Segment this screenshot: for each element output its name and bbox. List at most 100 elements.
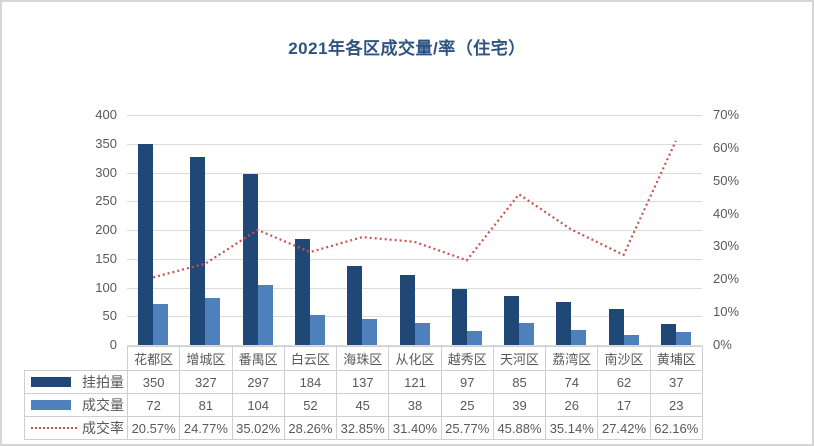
value-cell: 38 bbox=[388, 393, 442, 417]
right-axis-tick-label: 0% bbox=[713, 337, 732, 352]
legend-label: 成交率 bbox=[82, 420, 124, 436]
value-cell: 25 bbox=[440, 393, 494, 417]
plot-area bbox=[127, 115, 702, 346]
gridline bbox=[127, 287, 702, 289]
left-axis-tick-label: 100 bbox=[95, 279, 117, 295]
value-cell: 121 bbox=[388, 370, 442, 394]
listing-volume-bar bbox=[556, 302, 572, 345]
value-cell: 52 bbox=[283, 393, 338, 417]
category-header-cell: 越秀区 bbox=[440, 346, 494, 371]
right-axis-tick-label: 40% bbox=[713, 205, 740, 221]
value-cell: 17 bbox=[597, 393, 651, 417]
value-cell: 32.85% bbox=[336, 416, 390, 440]
listing-volume-bar bbox=[451, 289, 467, 345]
sold-volume-bar bbox=[623, 335, 639, 345]
listing-volume-bar bbox=[190, 156, 206, 345]
value-cell: 23 bbox=[649, 393, 703, 417]
left-axis-tick-label: 0 bbox=[109, 337, 117, 352]
legend-cell: 成交率 bbox=[24, 416, 128, 440]
gridline bbox=[127, 230, 702, 231]
sold-volume-bar bbox=[466, 330, 482, 345]
sold-volume-bar bbox=[362, 319, 378, 345]
listing-volume-bar bbox=[242, 174, 258, 345]
left-axis-tick-label: 300 bbox=[95, 164, 117, 180]
gridline bbox=[127, 115, 702, 116]
value-cell: 104 bbox=[231, 393, 285, 417]
category-header-cell: 从化区 bbox=[388, 346, 442, 371]
data-table: 花都区 增城区 番禺区 白云区 海珠区 从化区 越秀区 天河区 荔湾区 南沙区 黄埔区 挂拍量 350 3… bbox=[24, 346, 703, 440]
right-axis-tick-label: 20% bbox=[713, 271, 740, 287]
left-axis-tick-label: 200 bbox=[95, 222, 117, 237]
right-axis: 70% 60% 50% 40% 30% 20% 10% 0% bbox=[713, 107, 773, 353]
legend-inner: 成交率 bbox=[31, 418, 124, 438]
value-cell: 184 bbox=[283, 370, 338, 394]
value-cell: 24.77% bbox=[179, 416, 233, 440]
legend-cell: 挂拍量 bbox=[24, 370, 128, 394]
listing-volume-bar bbox=[660, 323, 676, 345]
legend-inner: 成交量 bbox=[31, 395, 124, 415]
table-row: 成交率 20.57% 24.77% 35.02% 28.26% 32.85% 31.40% 2… bbox=[24, 416, 703, 440]
chart-title: 2021年各区成交量/率（住宅） bbox=[288, 39, 526, 58]
right-axis-tick-label: 30% bbox=[713, 238, 740, 254]
value-cell: 37 bbox=[649, 370, 703, 394]
listing-volume-bar bbox=[294, 239, 310, 345]
listing-volume-bar bbox=[504, 296, 520, 345]
value-cell: 26 bbox=[545, 393, 599, 417]
value-cell: 62 bbox=[597, 370, 651, 394]
sold-volume-bar bbox=[309, 315, 325, 345]
left-axis-tick-label: 350 bbox=[95, 135, 117, 151]
category-header-row: 花都区 增城区 番禺区 白云区 海珠区 从化区 越秀区 天河区 荔湾区 南沙区 黄埔区 bbox=[25, 346, 703, 371]
left-axis: 400 350 300 250 200 150 100 50 0 bbox=[62, 107, 117, 353]
sold-volume-bar bbox=[571, 330, 587, 345]
listing-volume-bar bbox=[138, 143, 154, 345]
category-header-cell: 增城区 bbox=[179, 346, 233, 371]
right-axis-tick-label: 50% bbox=[713, 172, 740, 188]
value-cell: 297 bbox=[231, 370, 285, 394]
legend-label: 挂拍量 bbox=[82, 374, 124, 390]
table-row: 挂拍量 350 327 297 184 137 121 97 85 74 62 37 bbox=[24, 370, 703, 394]
left-axis-tick-label: 400 bbox=[95, 107, 117, 122]
category-header-cell: 海珠区 bbox=[336, 346, 390, 371]
gridline bbox=[127, 143, 702, 145]
category-header-cell: 南沙区 bbox=[597, 346, 651, 371]
rate-line-svg bbox=[152, 140, 677, 279]
gridline bbox=[127, 201, 702, 203]
value-cell: 45 bbox=[336, 393, 390, 417]
listing-volume-bar bbox=[608, 309, 624, 345]
value-cell: 25.77% bbox=[440, 416, 494, 440]
value-cell: 20.57% bbox=[126, 416, 181, 440]
sold-volume-swatch bbox=[31, 400, 71, 410]
value-cell: 45.88% bbox=[492, 416, 547, 440]
value-cell: 62.16% bbox=[649, 416, 703, 440]
left-axis-tick-label: 150 bbox=[95, 250, 117, 266]
sold-volume-bar bbox=[414, 323, 430, 345]
value-cell: 327 bbox=[179, 370, 233, 394]
left-axis-tick-label: 250 bbox=[95, 193, 117, 209]
category-header-cell: 黄埔区 bbox=[649, 346, 703, 371]
value-cell: 81 bbox=[179, 393, 233, 417]
value-cell: 137 bbox=[336, 370, 390, 394]
value-cell: 39 bbox=[492, 393, 547, 417]
gridline bbox=[127, 258, 702, 260]
sold-volume-bar bbox=[675, 331, 691, 345]
category-header-cell: 荔湾区 bbox=[545, 346, 599, 371]
legend-label: 成交量 bbox=[82, 397, 124, 413]
sold-volume-bar bbox=[153, 303, 169, 345]
gridline bbox=[127, 316, 702, 318]
value-cell: 31.40% bbox=[388, 416, 442, 440]
listing-volume-bar bbox=[399, 275, 415, 345]
legend-cell: 成交量 bbox=[24, 393, 128, 417]
sold-volume-bar bbox=[205, 298, 221, 345]
right-axis-tick-label: 70% bbox=[713, 107, 740, 122]
value-cell: 350 bbox=[126, 370, 181, 394]
listing-volume-bar bbox=[347, 266, 363, 345]
sold-volume-bar bbox=[257, 285, 273, 345]
rate-line-swatch bbox=[31, 427, 77, 429]
category-header-cell: 白云区 bbox=[283, 346, 338, 371]
sold-volume-bar bbox=[519, 322, 535, 345]
category-header-cell: 天河区 bbox=[492, 346, 547, 371]
value-cell: 97 bbox=[440, 370, 494, 394]
legend-inner: 挂拍量 bbox=[31, 372, 124, 392]
right-axis-tick-label: 60% bbox=[713, 139, 740, 155]
gridline bbox=[127, 172, 702, 174]
